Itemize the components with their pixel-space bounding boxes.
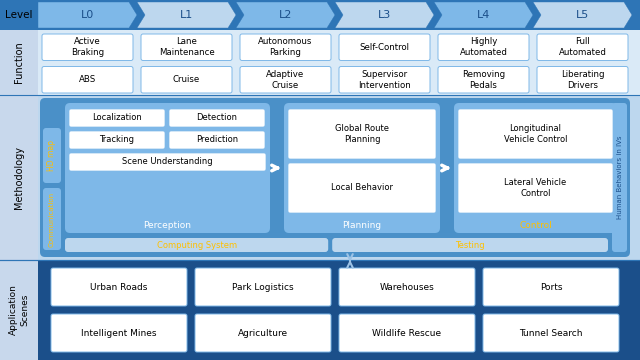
- Text: Agriculture: Agriculture: [238, 328, 288, 338]
- Text: Active
Braking: Active Braking: [71, 37, 104, 57]
- Polygon shape: [236, 2, 335, 28]
- Text: Lane
Maintenance: Lane Maintenance: [159, 37, 214, 57]
- FancyBboxPatch shape: [288, 163, 436, 213]
- FancyBboxPatch shape: [612, 103, 627, 252]
- Polygon shape: [434, 2, 533, 28]
- Text: Lateral Vehicle
Control: Lateral Vehicle Control: [504, 178, 566, 198]
- Text: Function: Function: [14, 42, 24, 84]
- FancyBboxPatch shape: [43, 188, 61, 250]
- Text: Detection: Detection: [196, 113, 237, 122]
- FancyBboxPatch shape: [69, 153, 266, 171]
- Polygon shape: [335, 2, 434, 28]
- Text: Testing: Testing: [455, 240, 485, 249]
- Polygon shape: [38, 2, 137, 28]
- FancyBboxPatch shape: [332, 238, 608, 252]
- Text: Communication: Communication: [49, 192, 55, 247]
- Text: Park Logistics: Park Logistics: [232, 283, 294, 292]
- Text: HD map: HD map: [47, 140, 56, 171]
- FancyBboxPatch shape: [454, 103, 617, 233]
- Bar: [0, 260, 640, 360]
- FancyBboxPatch shape: [169, 131, 265, 149]
- Text: Computing System: Computing System: [157, 240, 237, 249]
- FancyBboxPatch shape: [438, 34, 529, 60]
- Text: Ports: Ports: [540, 283, 563, 292]
- FancyBboxPatch shape: [40, 98, 630, 257]
- Text: L1: L1: [180, 10, 193, 20]
- Text: L5: L5: [576, 10, 589, 20]
- FancyBboxPatch shape: [69, 131, 165, 149]
- FancyBboxPatch shape: [141, 34, 232, 60]
- FancyBboxPatch shape: [339, 268, 475, 306]
- Text: Scene Understanding: Scene Understanding: [122, 158, 213, 166]
- Text: Tunnel Search: Tunnel Search: [519, 328, 583, 338]
- Text: Level: Level: [5, 10, 33, 20]
- FancyBboxPatch shape: [65, 238, 328, 252]
- FancyBboxPatch shape: [51, 314, 187, 352]
- Text: Tracking: Tracking: [99, 135, 134, 144]
- FancyBboxPatch shape: [240, 34, 331, 60]
- FancyBboxPatch shape: [288, 109, 436, 159]
- Text: Control: Control: [519, 221, 552, 230]
- FancyBboxPatch shape: [51, 268, 187, 306]
- Text: Methodology: Methodology: [14, 146, 24, 209]
- Text: L2: L2: [279, 10, 292, 20]
- FancyBboxPatch shape: [483, 268, 619, 306]
- Text: Warehouses: Warehouses: [380, 283, 435, 292]
- FancyBboxPatch shape: [339, 314, 475, 352]
- FancyBboxPatch shape: [65, 103, 270, 233]
- FancyBboxPatch shape: [339, 67, 430, 93]
- FancyBboxPatch shape: [43, 128, 61, 183]
- Text: L0: L0: [81, 10, 94, 20]
- FancyBboxPatch shape: [69, 109, 165, 127]
- Text: Planning: Planning: [342, 221, 381, 230]
- FancyBboxPatch shape: [537, 34, 628, 60]
- Text: Perception: Perception: [143, 221, 191, 230]
- FancyBboxPatch shape: [42, 67, 133, 93]
- Text: L3: L3: [378, 10, 391, 20]
- Text: L4: L4: [477, 10, 490, 20]
- Text: ABS: ABS: [79, 75, 96, 84]
- FancyBboxPatch shape: [42, 34, 133, 60]
- Text: Human Behaviors in IVs: Human Behaviors in IVs: [616, 136, 623, 219]
- Polygon shape: [533, 2, 632, 28]
- FancyBboxPatch shape: [195, 314, 331, 352]
- Text: Adaptive
Cruise: Adaptive Cruise: [266, 70, 305, 90]
- Text: Prediction: Prediction: [196, 135, 238, 144]
- FancyBboxPatch shape: [169, 109, 265, 127]
- Text: Autonomous
Parking: Autonomous Parking: [259, 37, 313, 57]
- Text: Longitudinal
Vehicle Control: Longitudinal Vehicle Control: [504, 124, 567, 144]
- Text: Highly
Automated: Highly Automated: [460, 37, 508, 57]
- Bar: [0, 0, 640, 30]
- FancyBboxPatch shape: [483, 314, 619, 352]
- FancyBboxPatch shape: [339, 34, 430, 60]
- Bar: [0, 30, 640, 95]
- FancyBboxPatch shape: [537, 67, 628, 93]
- Text: Wildlife Rescue: Wildlife Rescue: [372, 328, 442, 338]
- FancyBboxPatch shape: [141, 67, 232, 93]
- FancyBboxPatch shape: [458, 109, 613, 159]
- FancyBboxPatch shape: [458, 163, 613, 213]
- Bar: [0, 95, 640, 260]
- Text: Cruise: Cruise: [173, 75, 200, 84]
- FancyBboxPatch shape: [284, 103, 440, 233]
- Text: Urban Roads: Urban Roads: [90, 283, 148, 292]
- Text: Global Route
Planning: Global Route Planning: [335, 124, 389, 144]
- Text: Liberating
Drivers: Liberating Drivers: [561, 70, 604, 90]
- Text: Application
Scenes: Application Scenes: [9, 284, 29, 336]
- FancyBboxPatch shape: [195, 268, 331, 306]
- FancyBboxPatch shape: [240, 67, 331, 93]
- Text: Intelligent Mines: Intelligent Mines: [81, 328, 157, 338]
- Polygon shape: [137, 2, 236, 28]
- Text: Removing
Pedals: Removing Pedals: [462, 70, 505, 90]
- Text: Full
Automated: Full Automated: [559, 37, 607, 57]
- Text: Supervisor
Intervention: Supervisor Intervention: [358, 70, 411, 90]
- Bar: [0, 30, 38, 360]
- Text: Local Behavior: Local Behavior: [331, 184, 393, 193]
- Text: Self-Control: Self-Control: [360, 43, 410, 52]
- Text: Localization: Localization: [92, 113, 142, 122]
- FancyBboxPatch shape: [438, 67, 529, 93]
